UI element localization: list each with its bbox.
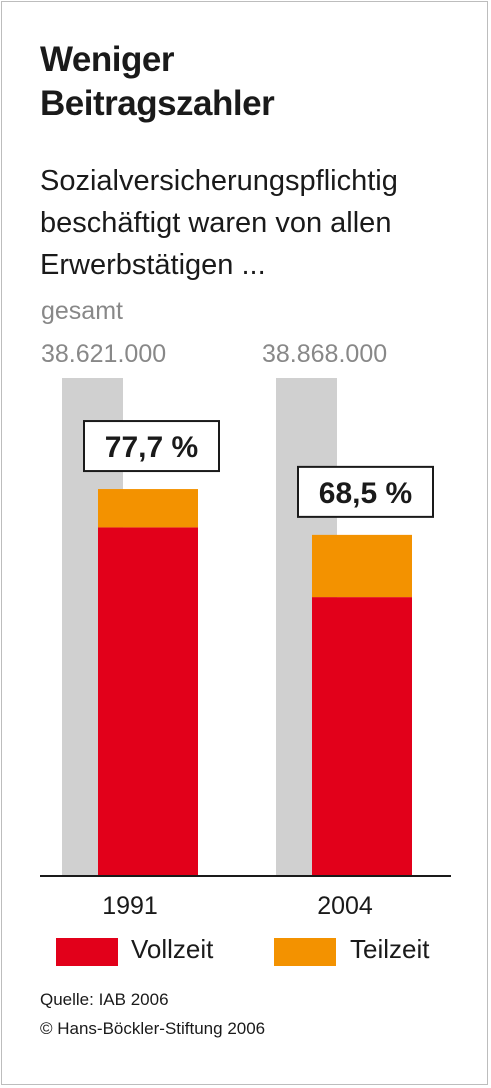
share-box-1991 — [83, 420, 220, 473]
year-label-2004: 2004 — [317, 892, 373, 920]
share-box-2004 — [297, 465, 434, 518]
teilzeit-bar-1991 — [98, 489, 198, 528]
subtitle-line-2: beschäftigt waren von allen — [40, 207, 392, 239]
title-line-2: Beitragszahler — [40, 84, 275, 123]
share-label-2004: 68,5 % — [319, 477, 412, 510]
total-label-1991: 38.621.000 — [41, 340, 167, 368]
teilzeit-bar-2004 — [312, 534, 412, 598]
chart-title: Weniger Beitragszahler — [40, 38, 275, 126]
total-label-2004: 38.868.000 — [262, 340, 388, 368]
vollzeit-bar-2004 — [312, 597, 412, 876]
legend-label-vollzeit: Vollzeit — [131, 934, 214, 964]
legend-swatch-teilzeit — [274, 938, 336, 966]
legend-label-teilzeit: Teilzeit — [350, 934, 430, 964]
legend-swatch-vollzeit — [56, 938, 118, 966]
title-line-1: Weniger — [40, 40, 174, 79]
share-boxes: 77,7 % 68,5 % — [83, 420, 434, 518]
subtitle-line-3: Erwerbstätigen ... — [40, 249, 266, 281]
share-label-1991: 77,7 % — [105, 431, 198, 464]
source-note: Quelle: IAB 2006 — [40, 990, 169, 1009]
vollzeit-bar-1991 — [98, 527, 198, 876]
subtitle-line-1: Sozialversicherungspflichtig — [40, 165, 398, 197]
copyright-note: © Hans-Böckler-Stiftung 2006 — [40, 1019, 266, 1038]
chart-subtitle: Sozialversicherungspflichtig beschäftigt… — [40, 160, 480, 286]
year-label-1991: 1991 — [102, 892, 158, 920]
total-caption: gesamt — [41, 297, 123, 325]
